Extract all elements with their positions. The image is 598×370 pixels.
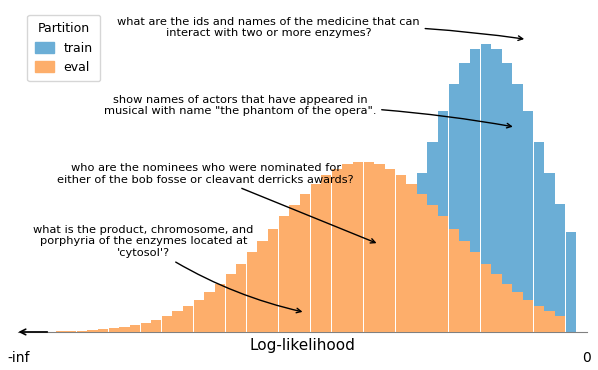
Text: who are the nominees who were nominated for
either of the bob fosse or cleavant : who are the nominees who were nominated … — [57, 163, 375, 243]
Bar — [491, 49, 502, 332]
Bar — [512, 84, 523, 332]
Bar — [343, 314, 353, 332]
Bar — [374, 277, 385, 332]
Bar — [533, 142, 544, 332]
Bar — [438, 111, 448, 332]
Bar — [289, 331, 300, 332]
Bar — [459, 63, 469, 332]
Bar — [310, 184, 321, 332]
Bar — [205, 292, 215, 332]
Bar — [87, 330, 97, 332]
Bar — [353, 305, 364, 332]
Bar — [491, 274, 502, 332]
Bar — [523, 111, 533, 332]
Bar — [279, 216, 289, 332]
Bar — [130, 325, 141, 332]
Text: 0: 0 — [582, 352, 591, 366]
Bar — [321, 325, 331, 332]
Bar — [555, 204, 565, 332]
Bar — [279, 331, 289, 332]
Bar — [162, 316, 172, 332]
Bar — [257, 240, 268, 332]
Bar — [395, 232, 406, 332]
Bar — [481, 264, 491, 332]
Bar — [332, 321, 342, 332]
Text: what is the product, chromosome, and
porphyria of the enzymes located at
'cytoso: what is the product, chromosome, and por… — [33, 225, 301, 313]
Bar — [395, 175, 406, 332]
Bar — [428, 205, 438, 332]
Bar — [77, 331, 87, 332]
Bar — [172, 312, 183, 332]
Bar — [343, 164, 353, 332]
Text: -inf: -inf — [7, 352, 29, 366]
Bar — [385, 256, 395, 332]
Bar — [417, 194, 427, 332]
Bar — [268, 229, 279, 332]
Bar — [236, 264, 246, 332]
Bar — [215, 284, 225, 332]
Bar — [470, 252, 480, 332]
Bar — [109, 328, 119, 332]
Bar — [555, 316, 565, 332]
Bar — [406, 204, 416, 332]
Text: what are the ids and names of the medicine that can
interact with two or more en: what are the ids and names of the medici… — [117, 17, 523, 40]
Bar — [353, 162, 364, 332]
Bar — [332, 169, 342, 332]
Bar — [364, 293, 374, 332]
Bar — [364, 162, 374, 332]
Bar — [544, 173, 554, 332]
Bar — [141, 323, 151, 332]
Bar — [523, 300, 533, 332]
Bar — [300, 194, 310, 332]
Bar — [98, 329, 108, 332]
Bar — [544, 312, 554, 332]
Bar — [448, 229, 459, 332]
Bar — [151, 320, 161, 332]
Bar — [374, 164, 385, 332]
Bar — [183, 306, 193, 332]
Bar — [512, 292, 523, 332]
Bar — [502, 284, 512, 332]
Bar — [448, 84, 459, 332]
Bar — [417, 173, 427, 332]
Bar — [247, 252, 257, 332]
Bar — [502, 63, 512, 332]
Bar — [385, 169, 395, 332]
Bar — [406, 184, 416, 332]
Bar — [481, 44, 491, 332]
Bar — [566, 232, 576, 332]
Bar — [310, 328, 321, 332]
Bar — [66, 331, 77, 332]
Bar — [289, 205, 300, 332]
Legend: train, eval: train, eval — [28, 15, 100, 81]
Bar — [321, 175, 331, 332]
Bar — [533, 306, 544, 332]
Text: show names of actors that have appeared in
musical with name "the phantom of the: show names of actors that have appeared … — [103, 95, 511, 128]
Bar — [225, 274, 236, 332]
Bar — [470, 49, 480, 332]
Bar — [300, 330, 310, 332]
Bar — [194, 300, 204, 332]
Bar — [428, 142, 438, 332]
Bar — [119, 327, 130, 332]
X-axis label: Log-likelihood: Log-likelihood — [249, 337, 355, 353]
Bar — [459, 240, 469, 332]
Bar — [438, 216, 448, 332]
